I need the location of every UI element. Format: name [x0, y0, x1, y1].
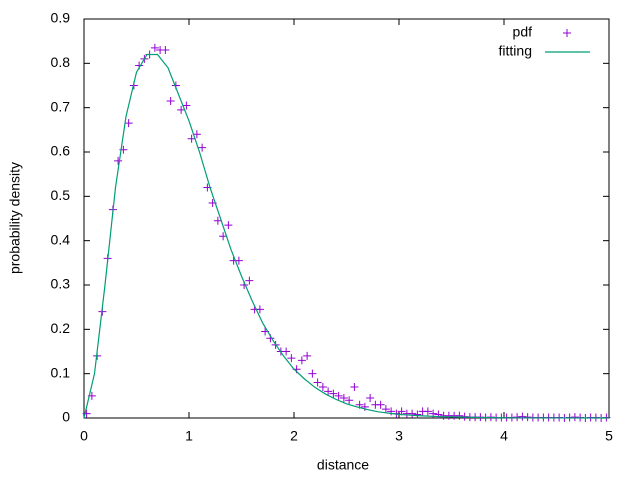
legend-label: pdf	[513, 24, 533, 40]
y-tick-label: 0.3	[51, 276, 71, 292]
legend-symbol	[563, 29, 571, 37]
data-point	[303, 351, 312, 360]
data-point	[413, 410, 422, 419]
data-point	[318, 382, 327, 391]
x-tick-label: 3	[395, 428, 403, 444]
data-point	[397, 407, 406, 416]
x-tick-label: 4	[500, 428, 508, 444]
x-tick-label: 5	[605, 428, 613, 444]
data-point	[329, 389, 338, 398]
data-point	[166, 97, 175, 106]
data-point	[213, 216, 222, 225]
data-point	[150, 43, 159, 52]
data-point	[366, 394, 375, 403]
data-point	[192, 130, 201, 139]
data-point	[455, 411, 464, 420]
data-point	[224, 221, 233, 230]
x-tick-label: 1	[185, 428, 193, 444]
x-tick-label: 0	[80, 428, 88, 444]
data-point	[334, 391, 343, 400]
data-point	[381, 405, 390, 414]
legend-label: fitting	[499, 43, 532, 59]
data-point	[282, 347, 291, 356]
data-point	[234, 256, 243, 265]
y-tick-label: 0.2	[51, 320, 71, 336]
data-point	[408, 409, 417, 418]
data-point	[177, 105, 186, 114]
plot-border	[83, 18, 610, 419]
data-point	[324, 387, 333, 396]
x-axis-label: distance	[317, 457, 369, 473]
y-tick-label: 0.4	[51, 231, 71, 247]
y-axis-label: probability density	[7, 162, 23, 274]
data-point	[313, 378, 322, 387]
data-point	[308, 369, 317, 378]
data-point	[161, 46, 170, 55]
data-point	[198, 143, 207, 152]
data-point	[345, 396, 354, 405]
data-point	[287, 354, 296, 363]
data-point	[376, 400, 385, 409]
data-point	[350, 382, 359, 391]
y-tick-label: 0	[62, 409, 70, 425]
data-point	[255, 305, 264, 314]
fit-line	[83, 53, 610, 419]
data-point	[339, 394, 348, 403]
y-tick-label: 0.5	[51, 187, 71, 203]
data-point	[124, 119, 133, 128]
y-tick-label: 0.1	[51, 364, 71, 380]
data-point	[245, 276, 254, 285]
y-tick-label: 0.6	[51, 143, 71, 159]
data-point	[114, 156, 123, 165]
y-tick-label: 0.7	[51, 98, 71, 114]
data-point	[423, 407, 432, 416]
x-tick-label: 2	[290, 428, 298, 444]
y-tick-label: 0.9	[51, 10, 71, 26]
data-point	[182, 101, 191, 110]
y-tick-label: 0.8	[51, 54, 71, 70]
data-point	[360, 402, 369, 411]
data-point	[297, 356, 306, 365]
data-point	[82, 409, 91, 418]
data-point	[187, 134, 196, 143]
data-point	[219, 232, 228, 241]
